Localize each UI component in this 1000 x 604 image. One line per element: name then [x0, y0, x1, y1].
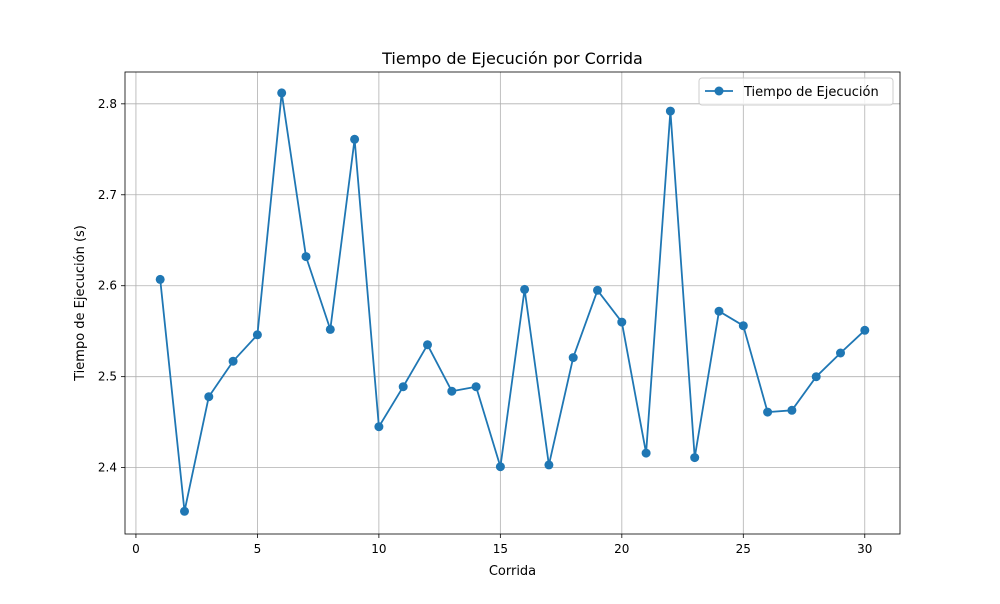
y-tick-label: 2.6 [98, 279, 117, 293]
data-point [204, 392, 214, 402]
y-axis-ticks: 2.4 2.5 2.6 2.7 2.8 [98, 97, 125, 475]
data-point [690, 453, 700, 463]
data-point [374, 422, 384, 432]
data-point [665, 106, 675, 116]
data-point [423, 340, 432, 350]
data-point [787, 405, 797, 415]
x-axis-label: Corrida [489, 564, 536, 579]
data-point [544, 460, 554, 470]
y-tick-label: 2.7 [98, 188, 117, 202]
chart-title: Tiempo de Ejecución por Corrida [381, 49, 643, 68]
data-point [568, 353, 578, 363]
plot-frame [124, 71, 901, 535]
x-axis-ticks: 0 5 10 15 20 25 30 [132, 534, 872, 556]
data-point [325, 324, 335, 334]
x-tick-label: 20 [614, 542, 629, 556]
data-point [350, 134, 360, 144]
data-point [617, 317, 627, 327]
series-line [159, 92, 866, 513]
grid-lines [125, 72, 900, 534]
data-point [471, 382, 481, 392]
data-point [641, 448, 651, 458]
legend-entry-label: Tiempo de Ejecución [743, 85, 879, 100]
data-point [738, 321, 748, 331]
data-point [398, 382, 408, 392]
legend-box [698, 77, 894, 106]
data-point [180, 506, 189, 516]
y-tick-label: 2.5 [98, 370, 117, 384]
legend: Tiempo de Ejecución [698, 77, 894, 106]
data-point [714, 306, 724, 316]
x-tick-label: 0 [132, 542, 140, 556]
data-point [811, 372, 821, 382]
data-point [155, 274, 165, 284]
data-point [860, 325, 870, 335]
legend-marker-swatch [714, 86, 724, 96]
data-point [836, 348, 845, 358]
data-point [447, 386, 457, 396]
y-axis-label: Tiempo de Ejecución (s) [73, 225, 88, 382]
x-tick-label: 25 [736, 542, 751, 556]
data-point [763, 407, 773, 417]
y-tick-label: 2.4 [98, 461, 117, 475]
data-point [228, 356, 238, 366]
data-point [520, 284, 530, 294]
series-layer [155, 88, 870, 516]
data-point [277, 88, 287, 98]
data-point [495, 462, 505, 472]
data-point [593, 285, 602, 295]
x-tick-label: 5 [254, 542, 262, 556]
x-tick-label: 15 [493, 542, 508, 556]
x-tick-label: 30 [857, 542, 872, 556]
data-point [301, 252, 311, 262]
x-tick-label: 10 [371, 542, 386, 556]
y-tick-label: 2.8 [98, 97, 117, 111]
data-point [252, 330, 262, 340]
